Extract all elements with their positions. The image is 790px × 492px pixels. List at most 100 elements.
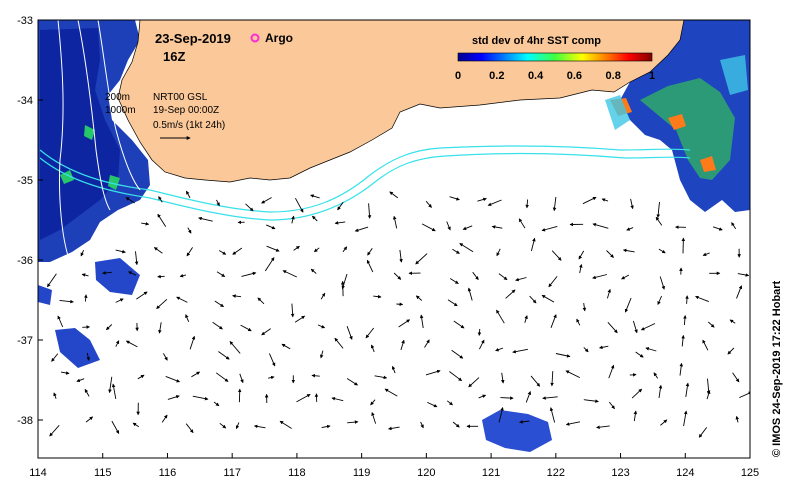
current-vector [655, 216, 663, 226]
current-vector [468, 377, 480, 388]
current-vector [512, 348, 528, 354]
current-vector [578, 250, 585, 260]
current-vector [186, 247, 193, 257]
current-vector [735, 415, 740, 423]
current-vector [176, 296, 188, 303]
lon-tick-label: 122 [547, 467, 565, 479]
current-vector [736, 285, 743, 299]
contour-west-a [57, 20, 71, 263]
current-vector [640, 323, 656, 331]
current-vector [216, 199, 220, 207]
current-vector [607, 321, 618, 334]
current-vector [219, 422, 227, 429]
current-vector [472, 271, 479, 281]
current-vector [185, 423, 194, 434]
current-vector [525, 199, 529, 209]
current-vector [633, 410, 638, 422]
current-vector [478, 339, 485, 350]
current-vector [657, 295, 663, 305]
current-vector [656, 201, 660, 218]
current-vector [84, 294, 88, 302]
product-label: NRT00 GSL [153, 92, 208, 103]
current-vector [389, 191, 399, 199]
lat-tick-label: -34 [17, 95, 33, 107]
vector-scale-label: 0.5m/s (1kt 24h) [153, 120, 225, 131]
contour-west-c [97, 20, 141, 191]
current-vector [621, 274, 630, 280]
current-vector [606, 288, 611, 299]
current-vector [191, 371, 201, 378]
current-vector [548, 276, 558, 288]
sst-data-patch-sw [38, 258, 140, 368]
current-vector [737, 273, 750, 277]
current-vector [245, 203, 254, 212]
current-vector [346, 326, 353, 340]
current-vector [310, 268, 317, 274]
current-vector [218, 351, 230, 360]
current-vector [645, 347, 657, 352]
current-vector [347, 420, 359, 424]
current-vector [291, 215, 295, 224]
current-vector [396, 302, 404, 307]
current-vector [552, 197, 557, 212]
current-vector [658, 248, 666, 254]
current-vector [366, 259, 374, 273]
current-vector [706, 390, 711, 400]
current-vector [653, 372, 659, 379]
current-vector [60, 371, 70, 375]
current-vector [449, 278, 459, 284]
current-vector [266, 245, 280, 252]
current-vector [334, 337, 344, 349]
current-vector [631, 388, 643, 399]
current-vector [128, 271, 137, 276]
current-vector [729, 319, 736, 324]
current-vector [702, 252, 710, 256]
current-vector [679, 362, 683, 376]
current-vector [294, 315, 306, 323]
current-vector [576, 318, 581, 326]
lon-tick-label: 117 [223, 467, 241, 479]
current-vector [698, 427, 708, 438]
current-vector [235, 422, 240, 430]
current-vector [424, 339, 430, 348]
current-vector [550, 371, 554, 387]
plot-frame [37, 19, 751, 459]
current-vector [47, 273, 57, 288]
current-vector [519, 420, 530, 424]
credit-text: © IMOS 24-Sep-2019 17:22 Hobart [771, 280, 783, 457]
current-vector [156, 298, 168, 310]
sst-data-east-green [640, 78, 735, 180]
current-vector [213, 401, 220, 407]
current-vector [134, 251, 139, 266]
current-vector [505, 289, 516, 299]
current-vector [86, 352, 90, 361]
current-vector [57, 315, 64, 328]
current-vector [551, 250, 562, 261]
current-vector [685, 295, 689, 304]
current-vector [102, 271, 112, 275]
current-vector [496, 309, 505, 324]
current-vector [712, 226, 723, 231]
current-vector [373, 294, 382, 299]
current-vector [81, 273, 89, 277]
current-vector [583, 347, 589, 353]
current-vector [320, 292, 326, 300]
current-vector [216, 271, 226, 277]
current-vector [49, 425, 60, 437]
lat-tick-label: -35 [17, 175, 33, 187]
current-vector [550, 314, 557, 328]
colorbar-title: std dev of 4hr SST comp [472, 35, 601, 47]
current-vector [707, 321, 715, 328]
current-vector [462, 225, 473, 230]
current-vector [111, 383, 117, 399]
current-vector [295, 197, 304, 213]
current-vector [367, 203, 372, 219]
current-vector [367, 247, 373, 256]
current-vector [608, 401, 615, 410]
product-date: 19-Sep 00:00Z [153, 105, 219, 116]
current-vector [158, 322, 162, 334]
current-vector [282, 270, 297, 278]
current-vector [477, 197, 487, 202]
current-vector [214, 300, 225, 308]
current-vector [317, 324, 326, 329]
